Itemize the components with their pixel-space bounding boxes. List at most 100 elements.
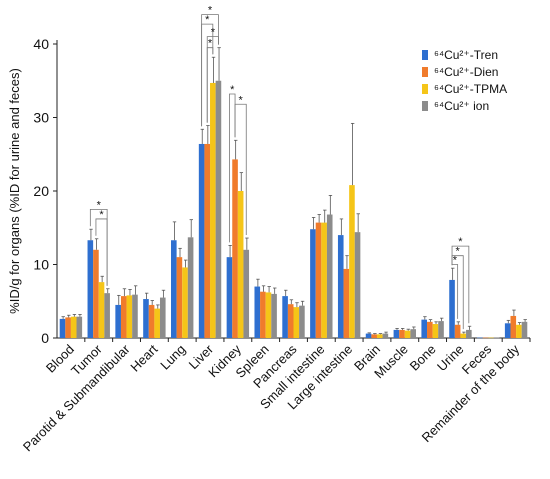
legend-label-2: ⁶⁴Cu²⁺-TPMA [434,82,507,96]
significance-bracket-7 [234,103,247,236]
bar-16-2 [516,324,522,338]
bar-4-3 [187,237,194,338]
bar-1-2 [98,282,105,338]
significance-bracket-1 [95,218,108,286]
bar-15-0 [477,337,483,339]
y-tick-label: 20 [33,183,49,199]
y-tick-label: 30 [33,110,49,126]
bar-12-3 [410,329,416,338]
bar-8-1 [287,304,294,338]
bar-15-2 [488,337,494,339]
bar-0-1 [65,317,71,338]
bar-11-1 [371,334,377,338]
bar-0-3 [76,316,83,338]
error-bar-group [61,47,527,335]
bar-16-1 [510,315,517,338]
bar-6-0 [226,257,233,338]
legend-label-1: ⁶⁴Cu²⁺-Dien [434,65,498,79]
bar-14-1 [454,324,461,338]
bar-13-2 [432,324,439,338]
bar-13-3 [438,321,444,338]
significance-star-1: * [99,209,104,221]
bar-0-0 [59,318,66,338]
bar-8-2 [293,307,300,338]
legend-swatch-0 [422,50,428,60]
bar-10-1 [343,268,350,338]
bar-10-2 [349,185,355,338]
bar-10-0 [337,235,344,338]
bar-15-3 [493,337,500,339]
bar-5-1 [204,143,211,338]
legend-swatch-1 [422,67,428,77]
legend-label-0: ⁶⁴Cu²⁺-Tren [434,48,498,62]
bar-2-0 [115,304,121,338]
significance-star-9: * [456,246,461,258]
x-tick-label: Bone [407,342,439,374]
significance-star-2: * [208,5,213,17]
y-tick-label: 0 [41,330,49,346]
bar-11-2 [376,334,383,338]
bar-1-1 [93,249,99,338]
y-axis-label: %ID/g for organs (%ID for urine and fece… [7,68,22,314]
bar-4-1 [176,257,183,338]
bar-14-3 [466,329,472,338]
bar-7-0 [254,286,261,338]
bar-10-3 [354,232,361,338]
bar-14-2 [460,333,467,338]
bar-8-0 [282,296,288,338]
bar-12-2 [404,330,411,338]
bar-6-3 [243,249,250,338]
bar-9-3 [326,214,333,338]
significance-star-10: * [453,255,458,267]
x-tick-label: Lung [157,342,188,373]
bar-4-2 [182,267,188,338]
bar-3-1 [148,304,155,338]
significance-bracket-3 [201,23,214,127]
legend-swatch-2 [422,84,428,94]
bar-5-0 [198,143,205,338]
significance-bracket-5 [206,47,214,123]
bar-8-3 [299,305,305,338]
y-tick-label: 40 [33,36,49,52]
significance-star-6: * [230,84,235,96]
significance-bracket-10 [451,264,459,319]
bar-11-0 [365,333,372,338]
bar-16-3 [521,321,528,338]
bar-9-0 [310,229,316,338]
significance-star-5: * [208,38,213,50]
bar-14-0 [449,279,455,338]
bar-4-0 [171,240,177,338]
bar-9-2 [321,222,327,338]
x-tick-label: Heart [127,341,160,374]
bar-12-1 [399,329,405,338]
significance-star-8: * [458,236,463,248]
bar-13-1 [427,321,433,338]
significance-bracket-9 [451,255,464,330]
bar-7-3 [271,293,277,338]
bar-6-1 [232,159,238,338]
bar-1-0 [87,240,94,338]
bar-6-2 [237,191,244,338]
bar-2-2 [126,295,133,338]
bar-15-1 [482,337,489,339]
bar-7-1 [260,291,266,338]
significance-annotations: *********** [89,5,470,330]
bar-16-0 [504,323,511,338]
bar-3-3 [159,297,166,338]
significance-star-3: * [205,14,210,26]
bar-3-2 [154,308,160,338]
bar-11-3 [382,333,389,338]
legend-swatch-3 [422,101,428,111]
bar-2-1 [120,296,127,338]
bar-1-3 [104,293,110,338]
bar-12-0 [393,329,400,338]
legend-label-3: ⁶⁴Cu²⁺ ion [434,99,489,113]
bar-series-group [59,80,528,339]
bar-0-2 [70,316,77,338]
bar-5-3 [215,80,222,338]
significance-star-0: * [97,199,102,211]
bar-9-1 [315,222,322,338]
bar-7-2 [265,292,272,338]
